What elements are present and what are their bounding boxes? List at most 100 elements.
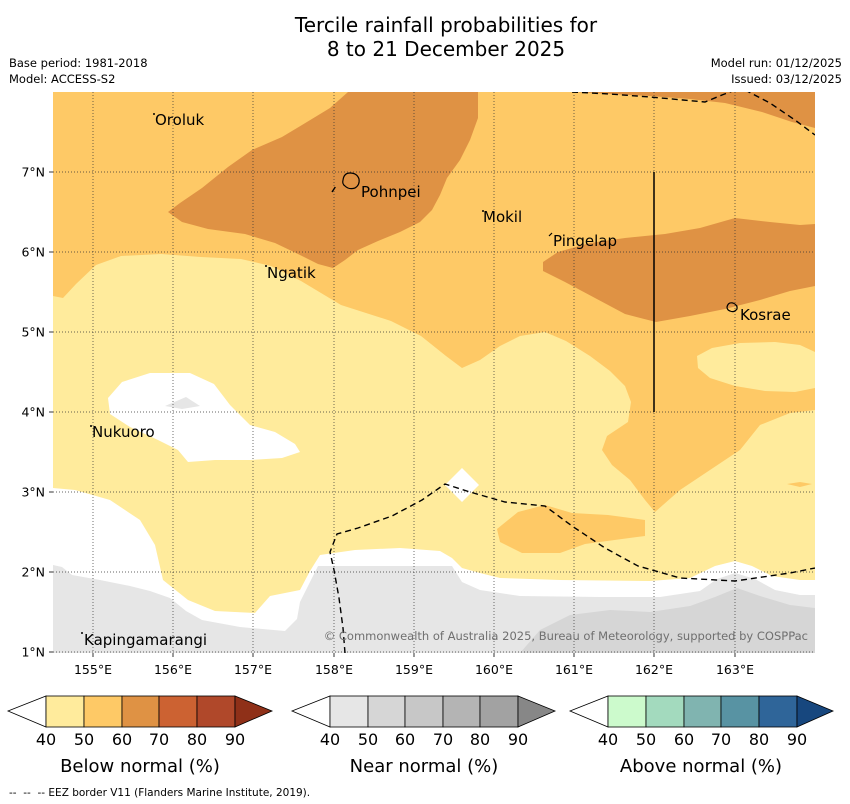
lon-label: 159°E <box>395 662 433 677</box>
ngatik-atoll-marker <box>265 265 267 267</box>
lon-label: 163°E <box>716 662 754 677</box>
longitude-labels: 155°E 156°E 157°E 158°E 159°E 160°E 161°… <box>74 662 754 677</box>
colorbar-box <box>158 695 198 728</box>
colorbar-box <box>442 695 481 728</box>
lat-label: 3°N <box>21 485 45 500</box>
region-below-50-60-sliver <box>787 482 812 487</box>
colorbar-box <box>83 695 123 728</box>
colorbar-tick-label: 90 <box>225 730 245 749</box>
legend-title: Above normal (%) <box>620 756 782 777</box>
place-label-oroluk: Oroluk <box>155 111 204 129</box>
place-label-nukuoro: Nukuoro <box>92 423 155 441</box>
colorbar-under-triangle <box>290 695 331 728</box>
colorbar-box <box>607 695 647 728</box>
title-line-2: 8 to 21 December 2025 <box>326 37 566 61</box>
legend-below-normal: 40 50 60 70 80 90 Below normal (%) <box>6 695 274 777</box>
region-below-60-70-east <box>543 218 815 322</box>
lon-label: 161°E <box>555 662 593 677</box>
colorbar-box <box>121 695 160 728</box>
region-near-40-50-nukuoro <box>165 397 200 409</box>
colorbar-box <box>404 695 444 728</box>
meta-left: Base period: 1981-2018 Model: ACCESS-S2 <box>9 55 148 87</box>
pohnpei-island-outline <box>342 172 360 190</box>
mokil-atoll-marker <box>482 210 484 212</box>
colorbar-over-triangle <box>234 695 274 728</box>
lon-label: 156°E <box>154 662 192 677</box>
colorbar-tick-label: 40 <box>36 730 56 749</box>
colorbar-tick-label: 60 <box>395 730 415 749</box>
colorbar-box <box>479 695 519 728</box>
colorbar-box <box>45 695 85 728</box>
colorbar-tick-label: 60 <box>112 730 132 749</box>
eez-border-north <box>571 92 732 103</box>
pingelap-atoll-marker <box>548 232 553 237</box>
colorbar-over-triangle <box>517 695 557 728</box>
kosrae-island-outline <box>726 302 738 313</box>
model-name: Model: ACCESS-S2 <box>9 72 116 86</box>
legend-title: Below normal (%) <box>60 756 220 777</box>
colorbar-box <box>683 695 722 728</box>
legend-near-normal: 40 50 60 70 80 90 Near normal (%) <box>290 695 557 777</box>
latitude-labels: 7°N 6°N 5°N 4°N 3°N 2°N 1°N <box>21 165 45 660</box>
colorbar-under-triangle <box>568 695 609 728</box>
meta-right: Model run: 01/12/2025 Issued: 03/12/2025 <box>711 55 842 87</box>
colorbar-tick-label: 80 <box>749 730 769 749</box>
eez-footnote: -- -- -- EEZ border V11 (Flanders Marine… <box>9 787 311 799</box>
lon-label: 155°E <box>74 662 112 677</box>
colorbar-tick-label: 50 <box>74 730 94 749</box>
lat-label: 4°N <box>21 405 45 420</box>
islands <box>81 113 738 634</box>
colorbar-under-triangle <box>6 695 47 728</box>
eez-border-south <box>329 483 815 653</box>
lat-label: 6°N <box>21 245 45 260</box>
place-label-ngatik: Ngatik <box>267 264 316 282</box>
legend-above-normal: 40 50 60 70 80 90 Above normal (%) <box>568 695 835 777</box>
region-under-40-diamond <box>445 468 479 502</box>
colorbar-tick-label: 60 <box>674 730 694 749</box>
colorbar-tick-label: 50 <box>358 730 378 749</box>
lon-label: 157°E <box>234 662 272 677</box>
colorbar-tick-label: 80 <box>187 730 207 749</box>
colorbar-box <box>720 695 760 728</box>
issued-date: Issued: 03/12/2025 <box>731 72 842 86</box>
kapingamarangi-atoll-marker <box>81 632 83 634</box>
region-below-60-70-pohnpei <box>168 92 478 268</box>
lon-label: 160°E <box>475 662 513 677</box>
place-label-pohnpei: Pohnpei <box>361 183 421 201</box>
colorbar-tick-label: 70 <box>149 730 169 749</box>
place-label-kosrae: Kosrae <box>740 306 791 324</box>
axis-ticks <box>49 171 736 657</box>
colorbar-box <box>329 695 369 728</box>
colorbar-box <box>645 695 685 728</box>
place-label-mokil: Mokil <box>483 208 522 226</box>
place-label-pingelap: Pingelap <box>553 232 617 250</box>
region-under-40-nukuoro <box>108 373 300 462</box>
lat-label: 2°N <box>21 565 45 580</box>
colorbar-tick-label: 40 <box>598 730 618 749</box>
colorbar-tick-label: 90 <box>508 730 528 749</box>
colorbar-tick-label: 70 <box>433 730 453 749</box>
lat-label: 5°N <box>21 325 45 340</box>
region-below-40-50-kosrae <box>697 342 815 392</box>
colorbar-tick-label: 80 <box>470 730 490 749</box>
region-below-50-60-south <box>497 505 645 553</box>
colorbar-tick-label: 90 <box>787 730 807 749</box>
colorbar-tick-label: 70 <box>711 730 731 749</box>
colorbar-box <box>758 695 798 728</box>
eez-border-northeast <box>747 92 815 136</box>
eez-borders <box>329 92 815 653</box>
lat-label: 1°N <box>21 645 45 660</box>
eez-border-fragment <box>331 185 337 193</box>
lat-label: 7°N <box>21 165 45 180</box>
oroluk-atoll-marker <box>153 113 155 115</box>
legend-title: Near normal (%) <box>350 756 499 777</box>
lon-label: 158°E <box>315 662 353 677</box>
colorbar-tick-label: 50 <box>636 730 656 749</box>
colorbar-over-triangle <box>796 695 835 728</box>
place-label-kapingamarangi: Kapingamarangi <box>84 631 207 649</box>
base-period: Base period: 1981-2018 <box>9 56 148 70</box>
colorbar-tick-label: 40 <box>320 730 340 749</box>
colorbar-box <box>196 695 236 728</box>
